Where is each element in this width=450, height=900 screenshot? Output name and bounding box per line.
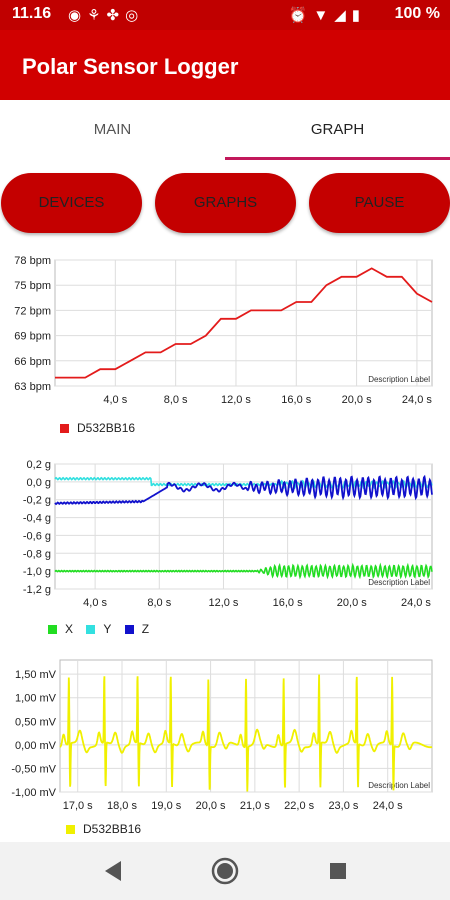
data-saver-icon: ◎ bbox=[125, 7, 145, 24]
description-label: Description Label bbox=[368, 375, 430, 384]
accelerometer-plot: 0,2 g 0,0 g -0,2 g -0,4 g -0,6 g -0,8 g -1,0 g… bbox=[23, 459, 433, 609]
x-tick-label: 8,0 s bbox=[147, 597, 171, 609]
heart-rate-line bbox=[55, 267, 433, 379]
legend-swatch bbox=[124, 625, 134, 635]
y-tick-label: -1,0 g bbox=[23, 566, 51, 578]
legend-item-x: X bbox=[48, 622, 73, 636]
y-tick-label: 72 bpm bbox=[14, 305, 51, 317]
y-tick-label: 75 bpm bbox=[14, 280, 51, 292]
x-tick-label: 20,0 s bbox=[337, 597, 367, 609]
accelerometer-chart: 0,2 g 0,0 g -0,2 g -0,4 g -0,6 g -0,8 g -1,0 g… bbox=[0, 448, 450, 643]
y-tick-label: -0,2 g bbox=[23, 495, 51, 507]
fan-icon: ✤ bbox=[106, 7, 126, 24]
legend-label: Y bbox=[103, 622, 112, 636]
y-tick-label: 0,50 mV bbox=[15, 716, 57, 728]
description-label: Description Label bbox=[368, 578, 430, 587]
y-tick-label: -0,6 g bbox=[23, 530, 51, 542]
status-time: 11.16 bbox=[12, 5, 52, 22]
eye-icon: ◉ bbox=[68, 7, 88, 24]
x-tick-label: 12,0 s bbox=[221, 394, 251, 406]
x-tick-label: 24,0 s bbox=[401, 597, 431, 609]
legend-item-y: Y bbox=[86, 622, 111, 636]
ecg-plot: 1,50 mV 1,00 mV 0,50 mV 0,00 mV -0,50 mV -1,0… bbox=[11, 659, 433, 812]
accel-x-line bbox=[54, 562, 433, 580]
legend-swatch bbox=[60, 424, 69, 434]
legend-label: X bbox=[65, 622, 74, 636]
x-tick-label: 21,0 s bbox=[240, 800, 270, 812]
legend-swatch bbox=[66, 825, 75, 835]
y-tick-label: 0,0 g bbox=[27, 477, 51, 489]
y-tick-label: 0,00 mV bbox=[15, 740, 57, 752]
y-tick-label: 66 bpm bbox=[14, 356, 51, 368]
x-tick-label: 24,0 s bbox=[402, 394, 432, 406]
y-tick-label: 1,00 mV bbox=[15, 693, 57, 705]
y-tick-label: -1,2 g bbox=[23, 584, 51, 596]
x-tick-label: 16,0 s bbox=[273, 597, 303, 609]
y-tick-label: -0,8 g bbox=[23, 548, 51, 560]
y-tick-label: 69 bpm bbox=[14, 331, 51, 343]
ecg-chart: 1,50 mV 1,00 mV 0,50 mV 0,00 mV -0,50 mV -1,0… bbox=[0, 650, 450, 840]
x-tick-label: 20,0 s bbox=[342, 394, 372, 406]
accelerometer-legend: X Y Z bbox=[48, 622, 159, 636]
legend-item-z: Z bbox=[124, 622, 150, 636]
status-system-icons: ⏰▼◢▮ bbox=[289, 6, 366, 24]
signal-icon: ◢ bbox=[334, 7, 352, 24]
heart-rate-chart: 63 bpm 66 bpm 69 bpm 72 bpm 75 bpm 78 bpm 4,0 … bbox=[0, 248, 450, 443]
x-tick-label: 24,0 s bbox=[373, 800, 403, 812]
x-tick-label: 16,0 s bbox=[281, 394, 311, 406]
legend-label: Z bbox=[141, 622, 150, 636]
x-tick-label: 19,0 s bbox=[151, 800, 181, 812]
legend-item-hr: D532BB16 bbox=[60, 421, 135, 435]
y-tick-label: -1,00 mV bbox=[11, 787, 56, 799]
battery-level: 100 % bbox=[394, 5, 440, 22]
x-tick-label: 12,0 s bbox=[208, 597, 238, 609]
graphs-button[interactable]: GRAPHS bbox=[155, 173, 296, 233]
legend-swatch bbox=[86, 625, 96, 635]
legend-item-ecg: D532BB16 bbox=[66, 822, 141, 836]
x-tick-label: 20,0 s bbox=[196, 800, 226, 812]
heart-rate-legend: D532BB16 bbox=[60, 421, 145, 435]
description-label: Description Label bbox=[368, 781, 430, 790]
ecg-line bbox=[59, 674, 433, 792]
alarm-icon: ⏰ bbox=[288, 7, 314, 24]
tab-bar: MAIN GRAPH bbox=[0, 100, 450, 160]
x-tick-label: 23,0 s bbox=[328, 800, 358, 812]
status-notification-icons: ◉⚘✤◎ bbox=[68, 6, 144, 24]
x-tick-label: 18,0 s bbox=[107, 800, 137, 812]
legend-label: D532BB16 bbox=[83, 822, 142, 836]
y-tick-label: 78 bpm bbox=[14, 255, 51, 267]
wind-icon: ⚘ bbox=[87, 7, 107, 24]
heart-rate-plot: 63 bpm 66 bpm 69 bpm 72 bpm 75 bpm 78 bpm 4,0 … bbox=[14, 255, 433, 406]
home-icon[interactable] bbox=[208, 854, 242, 888]
navigation-bar bbox=[0, 842, 450, 900]
tab-indicator bbox=[225, 157, 450, 160]
ecg-legend: D532BB16 bbox=[66, 822, 151, 836]
battery-icon: ▮ bbox=[351, 7, 366, 24]
x-tick-label: 4,0 s bbox=[83, 597, 107, 609]
recents-icon[interactable] bbox=[321, 854, 355, 888]
y-tick-label: -0,50 mV bbox=[11, 763, 56, 775]
y-tick-label: 0,2 g bbox=[27, 459, 51, 471]
legend-label: D532BB16 bbox=[77, 421, 136, 435]
accel-z-line bbox=[54, 474, 433, 506]
app-title: Polar Sensor Logger bbox=[22, 54, 239, 79]
x-tick-label: 17,0 s bbox=[63, 800, 93, 812]
app-bar: Polar Sensor Logger bbox=[0, 30, 450, 100]
pause-button[interactable]: PAUSE bbox=[309, 173, 450, 233]
y-tick-label: 63 bpm bbox=[14, 381, 51, 393]
devices-button[interactable]: DEVICES bbox=[1, 173, 142, 233]
tab-graph[interactable]: GRAPH bbox=[310, 121, 365, 138]
wifi-icon: ▼ bbox=[313, 7, 335, 24]
x-tick-label: 4,0 s bbox=[103, 394, 127, 406]
tab-main[interactable]: MAIN bbox=[93, 121, 132, 138]
status-bar: 11.16 ◉⚘✤◎ ⏰▼◢▮ 100 % bbox=[0, 0, 450, 30]
x-tick-label: 22,0 s bbox=[284, 800, 314, 812]
x-tick-label: 8,0 s bbox=[164, 394, 188, 406]
back-icon[interactable] bbox=[96, 854, 130, 888]
legend-swatch bbox=[48, 625, 57, 635]
y-tick-label: -0,4 g bbox=[23, 513, 51, 525]
plot-frame bbox=[54, 259, 433, 387]
y-tick-label: 1,50 mV bbox=[15, 669, 57, 681]
